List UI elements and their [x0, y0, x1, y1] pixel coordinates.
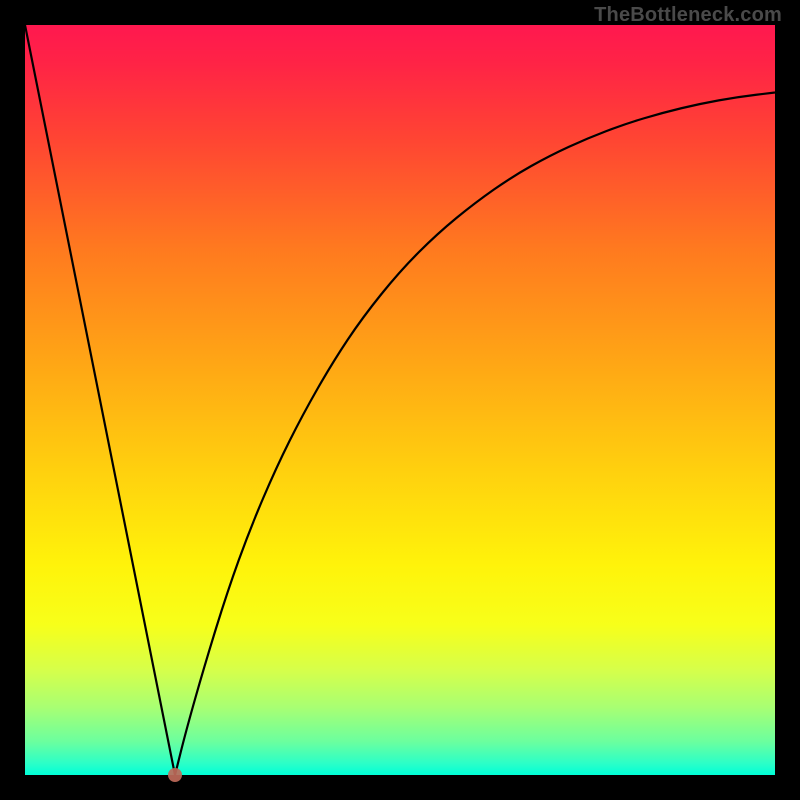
chart-container: TheBottleneck.com: [0, 0, 800, 800]
gradient-background: [25, 25, 775, 775]
plot-area: [25, 25, 775, 775]
minimum-point-marker: [168, 768, 182, 782]
watermark-label: TheBottleneck.com: [594, 4, 782, 27]
